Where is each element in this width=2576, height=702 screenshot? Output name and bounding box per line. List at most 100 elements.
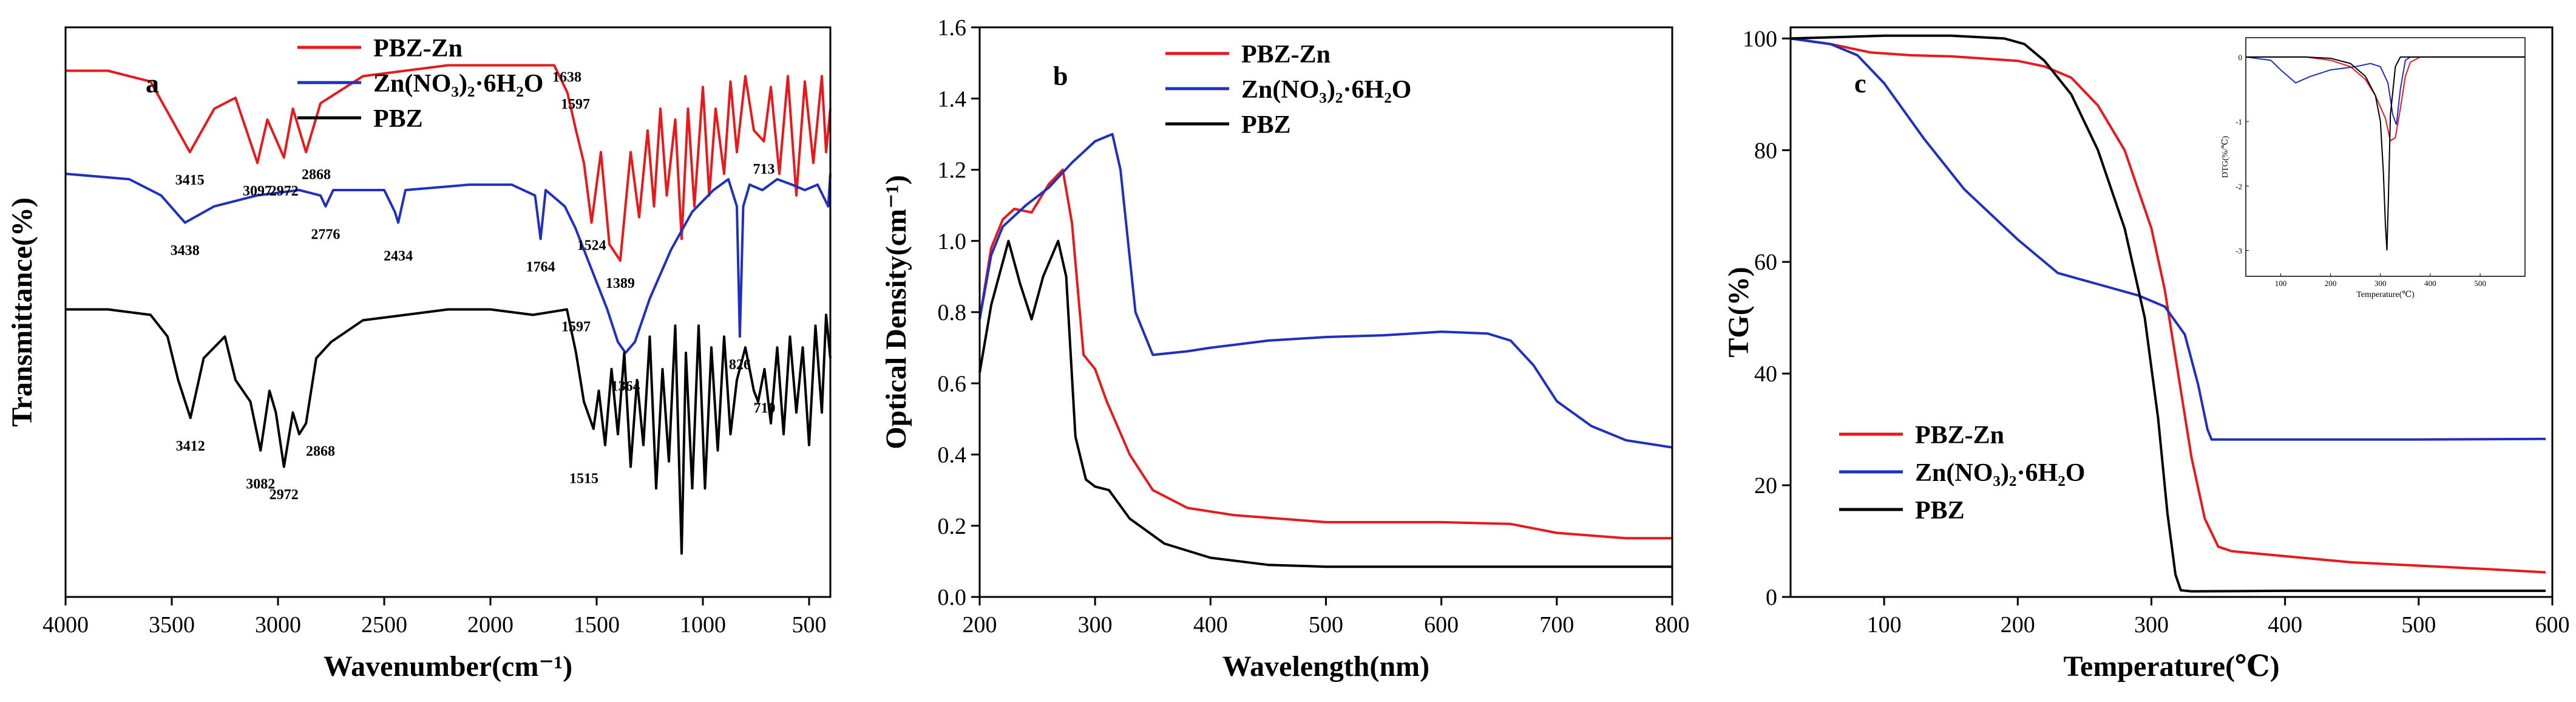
series-line-blue: [1790, 37, 2546, 441]
series-line-red: [66, 64, 832, 262]
peak-label: 2868: [306, 444, 335, 460]
y-tick-label: 0.6: [938, 371, 967, 397]
y-axis-title: Optical Density(cm⁻¹): [880, 175, 912, 449]
x-tick-label: 200: [2001, 612, 2035, 638]
inset-x-tick-label: 400: [2424, 279, 2436, 288]
x-tick-label: 800: [1655, 612, 1690, 638]
x-axis-title: Wavelength(nm): [1222, 650, 1429, 683]
peak-label: 1597: [561, 319, 591, 335]
y-tick-label: 1.4: [938, 86, 967, 112]
inset-y-tick-label: -2: [2235, 182, 2242, 191]
panel-b: 200 300 400 500 600 700 800 0.0 0.2 0.4 0.6 0.8 1.0 1…: [880, 15, 1690, 683]
inset-y-tick-label: -3: [2235, 247, 2242, 256]
peak-label: 710: [754, 400, 776, 416]
legend-label: PBZ-Zn: [373, 35, 463, 63]
series-line-blue: [65, 172, 832, 354]
peak-label: 3438: [171, 243, 200, 259]
legend-label: PBZ: [373, 105, 423, 133]
inset-x-tick-label: 100: [2275, 279, 2287, 288]
y-tick-label: 80: [1754, 138, 1777, 163]
peak-label: 2434: [384, 248, 413, 264]
inset-series-line-blue: [2245, 56, 2525, 125]
peak-label: 1638: [552, 69, 581, 85]
x-axis-title: Wavenumber(cm⁻¹): [324, 650, 572, 683]
plot-frame: [978, 26, 1673, 598]
x-tick-label: 1500: [574, 612, 620, 638]
peak-label: 2776: [311, 227, 340, 242]
x-tick-label: 500: [1309, 612, 1343, 638]
y-axis-title: TG(%): [1723, 267, 1755, 357]
panel-c: 100 200 300 400 500 600 0 20 40 60 80 100 Temperatur…: [1723, 26, 2570, 683]
y-tick-label: 0.8: [938, 300, 967, 325]
peak-label: 1389: [606, 276, 635, 291]
peak-label: 3097: [243, 183, 272, 199]
inset-frame: [2245, 37, 2526, 277]
inset-y-tick-label: 0: [2239, 53, 2243, 62]
peak-label: 2972: [269, 183, 299, 199]
series-line-black: [978, 239, 1672, 568]
y-tick-label: 0: [1766, 585, 1777, 610]
series-line-black: [1790, 34, 2546, 593]
legend-label: PBZ: [1915, 497, 1965, 525]
legend-label: Zn(NO₃)₂·6H₂O: [1241, 76, 1411, 104]
y-tick-label: 20: [1754, 473, 1777, 499]
inset-y-tick-label: -1: [2235, 117, 2242, 126]
y-tick-label: 1.6: [938, 15, 967, 41]
inset: 100 200 300 400 500 0 -1 -2 -3 Temperature(℃) DTG(…: [2221, 37, 2526, 299]
x-tick-label: 600: [2535, 612, 2570, 638]
legend-label: PBZ-Zn: [1915, 421, 2004, 449]
x-tick-label: 3000: [255, 612, 301, 638]
x-tick-label: 400: [1193, 612, 1228, 638]
panel-a: 4000 3500 3000 2500 2000 1500 1000 500 Wavenumbe…: [6, 26, 832, 683]
inset-x-axis-title: Temperature(℃): [2356, 290, 2415, 299]
peak-label: 826: [729, 357, 751, 373]
x-tick-label: 500: [2401, 612, 2436, 638]
inset-series-line-red: [2246, 56, 2525, 142]
peak-label: 713: [753, 162, 774, 177]
legend-label: Zn(NO₃)₂·6H₂O: [1915, 459, 2085, 487]
series-line-blue: [978, 132, 1673, 449]
peak-label: 1597: [561, 97, 590, 112]
x-tick-label: 200: [963, 612, 997, 638]
inset-x-tick-label: 300: [2374, 279, 2387, 288]
peak-label: 3415: [175, 172, 205, 188]
x-tick-label: 100: [1867, 612, 1902, 638]
series-line-black: [66, 308, 832, 555]
x-tick-label: 300: [2134, 612, 2169, 638]
x-tick-label: 500: [792, 612, 827, 638]
panel-letter: c: [1854, 69, 1866, 98]
y-tick-label: 0.2: [938, 514, 967, 539]
peak-label: 2972: [269, 487, 299, 503]
peak-label: 3082: [246, 476, 275, 492]
y-tick-label: 0.0: [938, 585, 967, 610]
x-tick-label: 600: [1424, 612, 1459, 638]
legend-label: Zn(NO₃)₂·6H₂O: [373, 70, 543, 98]
inset-y-axis-title: DTG(%/℃): [2221, 136, 2230, 179]
series-line-red: [978, 168, 1672, 540]
x-tick-label: 4000: [42, 612, 89, 638]
x-tick-label: 300: [1078, 612, 1113, 638]
inset-series-line-black: [2246, 56, 2525, 251]
peak-label: 1515: [569, 471, 598, 486]
x-tick-label: 1000: [680, 612, 726, 638]
plot-frame: [64, 26, 832, 598]
y-tick-label: 100: [1743, 26, 1777, 52]
y-tick-label: 1.0: [938, 229, 967, 254]
peak-label: 1524: [577, 237, 606, 253]
x-tick-label: 2500: [361, 612, 407, 638]
y-tick-label: 40: [1754, 361, 1777, 387]
series-line-red: [1790, 37, 2546, 574]
peak-label: 3412: [176, 438, 205, 454]
x-tick-label: 700: [1539, 612, 1574, 638]
x-tick-label: 400: [2268, 612, 2302, 638]
x-tick-label: 2000: [467, 612, 514, 638]
plot-frame: [1789, 26, 2554, 598]
y-tick-label: 0.4: [938, 443, 967, 468]
legend-label: PBZ: [1241, 111, 1291, 139]
inset-x-tick-label: 500: [2474, 279, 2486, 288]
panel-letter: b: [1053, 61, 1068, 91]
peak-label: 2868: [302, 167, 331, 183]
panel-letter: a: [146, 69, 159, 98]
y-axis-title: Transmittance(%): [6, 197, 38, 427]
